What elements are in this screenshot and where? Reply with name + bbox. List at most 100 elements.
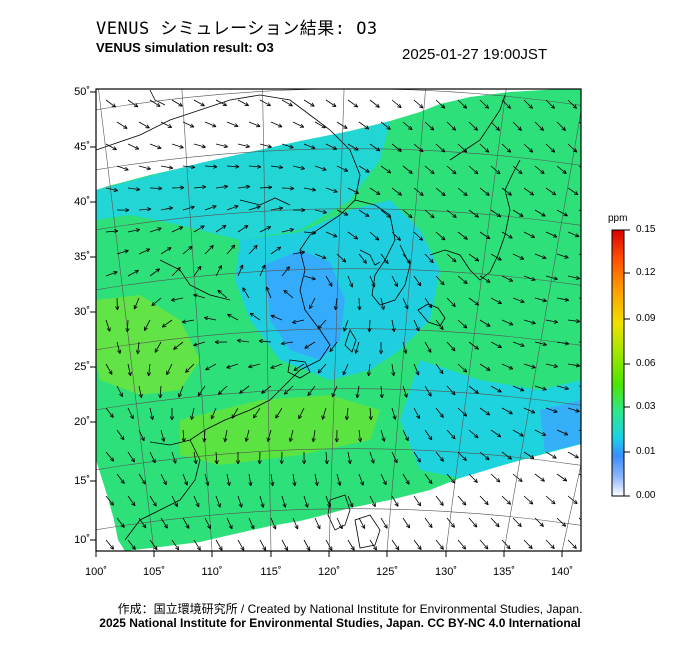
wind-vector	[435, 231, 446, 241]
wind-vector-head	[588, 297, 591, 299]
wind-vector-head	[370, 416, 373, 421]
wind-vector-head	[119, 349, 122, 354]
wind-vector	[336, 253, 347, 263]
wind-vector	[346, 407, 349, 420]
wind-vector	[534, 385, 547, 391]
wind-vector-head	[417, 503, 421, 507]
wind-vector-head	[543, 386, 547, 391]
wind-vector-head	[290, 144, 294, 149]
wind-vector-head	[174, 503, 178, 507]
wind-vector-head	[429, 260, 434, 264]
wind-vector	[259, 340, 272, 343]
wind-vector-head	[564, 388, 569, 391]
wind-vector-head	[146, 124, 150, 129]
wind-vector-head	[171, 299, 176, 302]
copyright-line: 2025 National Institute for Environmenta…	[99, 616, 581, 630]
wind-vector-head	[288, 266, 290, 271]
wind-vector-head	[123, 523, 125, 528]
wind-vector-head	[565, 297, 570, 301]
wind-vector-head	[368, 372, 372, 377]
wind-vector	[231, 407, 239, 419]
wind-vector-head	[311, 102, 315, 107]
wind-vector	[227, 313, 239, 321]
wind-vector	[138, 473, 146, 485]
wind-vector	[259, 495, 264, 508]
wind-vector-head	[575, 365, 580, 368]
wind-vector-head	[532, 409, 536, 414]
wind-vector	[298, 407, 305, 419]
wind-vector-head	[267, 438, 271, 442]
wind-vector-head	[473, 128, 478, 131]
wind-vector	[391, 363, 395, 376]
wind-vector-head	[487, 278, 491, 283]
wind-vector-head	[550, 546, 555, 549]
wind-vector-head	[278, 206, 283, 209]
wind-vector-head	[388, 213, 391, 218]
wind-vector-head	[420, 236, 424, 241]
wind-vector-head	[257, 164, 262, 168]
wind-vector-head	[253, 414, 255, 419]
wind-vector-head	[279, 207, 284, 211]
wind-vector-head	[507, 194, 512, 196]
wind-vector-head	[453, 434, 456, 439]
wind-vector	[369, 451, 375, 464]
wind-vector	[523, 363, 536, 369]
wind-vector-head	[551, 502, 556, 505]
wind-vector-head	[328, 283, 333, 287]
wind-vector-head	[111, 106, 116, 108]
wind-vector-head	[231, 244, 236, 247]
wind-vector	[127, 99, 139, 108]
wind-vector-head	[584, 173, 588, 174]
wind-vector-head	[147, 207, 152, 210]
wind-vector-head	[341, 260, 346, 263]
wind-vector-head	[180, 144, 184, 149]
wind-vector-head	[307, 391, 310, 396]
wind-vector-head	[262, 547, 266, 551]
wind-vector-head	[334, 188, 338, 193]
wind-vector	[391, 99, 402, 109]
wind-vector-head	[188, 245, 193, 248]
wind-vector	[567, 319, 580, 322]
wind-vector-head	[475, 523, 478, 528]
wind-vector-head	[398, 236, 401, 241]
wind-vector-head	[213, 123, 217, 127]
wind-vector	[292, 121, 304, 128]
wind-vector-head	[532, 277, 536, 281]
wind-vector	[138, 385, 142, 398]
wind-vector-head	[397, 194, 402, 196]
wind-vector	[259, 99, 271, 107]
wind-vector	[556, 517, 566, 527]
wind-vector	[237, 225, 249, 233]
wind-vector-head	[141, 481, 146, 485]
wind-vector-head	[124, 124, 128, 129]
wind-vector	[203, 429, 206, 443]
wind-vector-head	[109, 547, 114, 550]
wind-vector-head	[554, 276, 558, 280]
wind-vector-head	[406, 261, 411, 264]
wind-vector-head	[418, 238, 423, 241]
wind-vector-head	[554, 408, 558, 413]
wind-vector	[501, 143, 511, 153]
wind-vector-head	[314, 482, 318, 486]
wind-vector-head	[288, 437, 291, 442]
wind-vector-head	[539, 524, 544, 527]
wind-vector	[270, 473, 274, 486]
wind-vector	[435, 451, 444, 462]
wind-vector	[413, 187, 424, 196]
wind-vector	[173, 341, 184, 350]
wind-vector-head	[498, 256, 502, 261]
wind-vector	[534, 297, 547, 302]
wind-vector-head	[255, 245, 258, 250]
wind-vector-head	[528, 502, 533, 505]
wind-vector-head	[214, 460, 218, 465]
wind-vector-head	[396, 238, 401, 241]
wind-vector-head	[528, 150, 533, 153]
wind-vector	[356, 385, 360, 398]
wind-vector-head	[326, 504, 331, 508]
wind-vector-head	[300, 168, 305, 170]
wind-vector	[292, 165, 305, 170]
wind-vector-head	[190, 415, 192, 420]
wind-vector-head	[432, 126, 435, 131]
wind-vector	[380, 385, 383, 398]
wind-vector-head	[202, 186, 207, 190]
